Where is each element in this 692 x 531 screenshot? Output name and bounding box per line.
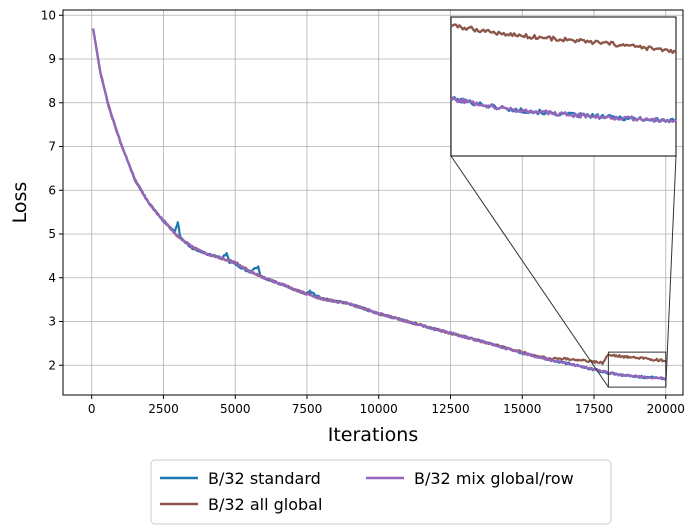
zoom-rectangle [607,351,667,388]
x-tick-label: 5000 [220,402,251,416]
series-line [92,28,667,381]
x-tick-label: 0 [88,402,96,416]
zoom-connector [450,155,609,388]
x-tick-label: 10000 [360,402,398,416]
inset-series-line [450,23,677,55]
legend-label: B/32 mix global/row [414,469,574,488]
inset-plot [450,16,677,157]
x-axis-label: Iterations [328,424,419,446]
y-tick-label: 3 [48,315,56,329]
y-tick-label: 10 [41,8,56,22]
inset-frame [450,16,677,157]
legend-label: B/32 all global [208,495,322,514]
y-tick-label: 4 [48,271,56,285]
x-tick-label: 20000 [647,402,685,416]
zoom-indicator [450,155,677,388]
y-tick-label: 9 [48,52,56,66]
legend: B/32 standard B/32 all global B/32 mix glo… [150,459,612,525]
x-tick-label: 17500 [575,402,613,416]
y-axis-ticks: 2 3 4 5 6 7 8 9 10 [41,8,63,372]
x-tick-label: 15000 [503,402,541,416]
x-axis-ticks: 0 2500 5000 7500 10000 12500 15000 17500 20000 [88,395,685,416]
x-tick-label: 2500 [148,402,179,416]
inset-series-line [450,96,677,123]
y-tick-label: 6 [48,183,56,197]
y-tick-label: 2 [48,358,56,372]
x-tick-label: 7500 [292,402,323,416]
y-axis-label: Loss [9,182,31,224]
y-tick-label: 5 [48,227,56,241]
y-tick-label: 7 [48,140,56,154]
x-tick-label: 12500 [431,402,469,416]
plot-frame [62,9,684,396]
legend-box [150,459,612,525]
zoom-connector [665,155,677,388]
y-tick-label: 8 [48,96,56,110]
series-layer [92,28,667,381]
legend-label: B/32 standard [208,469,321,488]
